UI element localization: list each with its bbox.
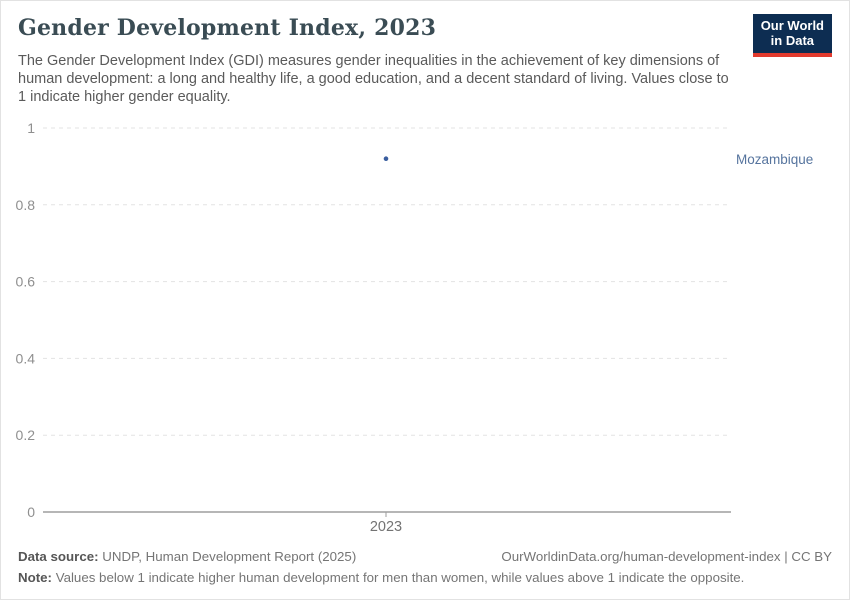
y-tick-label: 0.6 <box>16 274 36 290</box>
note-text: Values below 1 indicate higher human dev… <box>55 570 745 585</box>
data-source-label: Data source: <box>18 549 99 564</box>
attribution-text: OurWorldinData.org/human-development-ind… <box>501 549 832 564</box>
page-title: Gender Development Index, 2023 <box>18 15 437 41</box>
x-tick-label: 2023 <box>370 519 402 535</box>
y-tick-label: 0 <box>27 504 35 520</box>
data-source-text: UNDP, Human Development Report (2025) <box>102 549 357 564</box>
y-tick-label: 0.8 <box>16 197 36 213</box>
logo-line-1: Our World <box>760 18 824 33</box>
owid-logo: Our World in Data <box>752 14 832 57</box>
data-point-mozambique[interactable] <box>383 156 389 162</box>
y-tick-label: 0.2 <box>16 427 36 443</box>
entity-label-mozambique[interactable]: Mozambique <box>736 152 814 167</box>
logo-line-2: in Data <box>770 32 815 48</box>
y-tick-label: 1 <box>27 120 35 136</box>
data-source-line: Data source: UNDP, Human Development Rep… <box>18 549 356 564</box>
chart-subtitle: The Gender Development Index (GDI) measu… <box>18 53 729 105</box>
note-line: Note: Values below 1 indicate higher hum… <box>18 570 744 585</box>
note-label: Note: <box>18 570 52 585</box>
y-tick-label: 0.4 <box>16 350 36 366</box>
